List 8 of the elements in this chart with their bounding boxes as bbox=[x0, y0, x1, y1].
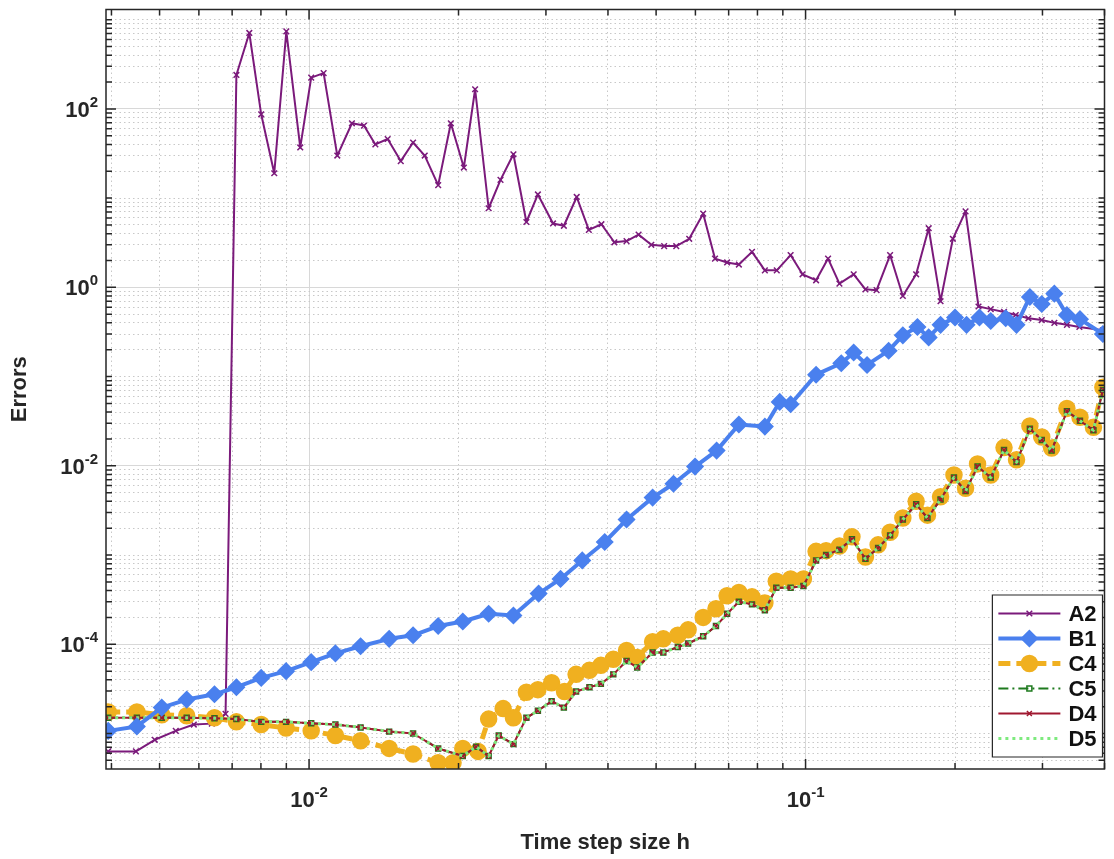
legend-label: A2 bbox=[1068, 600, 1097, 626]
legend-label: C5 bbox=[1068, 675, 1097, 701]
x-axis-title: Time step size h bbox=[520, 829, 691, 854]
legend-label: B1 bbox=[1068, 625, 1097, 651]
legend-label: D4 bbox=[1068, 700, 1098, 726]
y-axis-title: Errors bbox=[6, 356, 31, 423]
legend-label: D5 bbox=[1068, 725, 1097, 751]
legend-label: C4 bbox=[1068, 650, 1098, 676]
